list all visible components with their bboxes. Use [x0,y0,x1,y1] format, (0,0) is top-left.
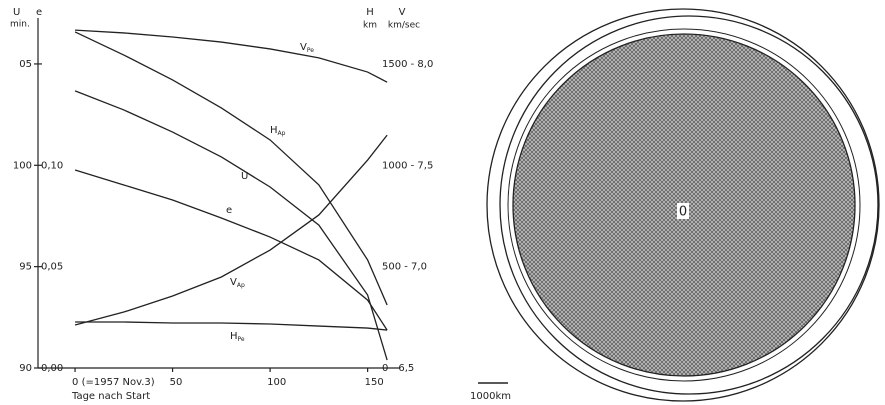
y2-unit: km [363,21,377,31]
y2-tick-label: 1000 - 7,5 [382,160,433,171]
y-tick-label: 100 [13,160,32,171]
curve-label: VAp [230,277,245,289]
curve [75,32,387,305]
y2b-unit: km/sec [388,21,420,31]
y2-tick-label: 1500 - 8,0 [382,59,433,70]
chart: U min. e H km V km/sec Tage nach Start [10,7,420,402]
y-tick-label: 90 [19,363,32,374]
y3-tick-label: 0,05 [41,262,63,273]
curve-label: U [241,171,248,182]
curve [75,30,387,82]
scale-label: 1000km [470,391,511,402]
y-tick-label: 05 [19,59,32,70]
curve [75,170,387,330]
y2-tick-label: 500 - 7,0 [382,262,427,273]
x-tick-label: 100 [267,377,286,388]
x-tick-label: 0 (=1957 Nov.3) [72,377,155,388]
curve-label: HAp [270,125,286,137]
y-unit: min. [10,20,30,30]
y2-label: H [366,7,374,18]
curve-label: VPe [300,42,314,54]
y-tick-label: 95 [19,262,32,273]
center-label: 0 [679,205,687,220]
curve-label: e [226,205,232,216]
curve-label: HPe [230,331,245,343]
y2b-label: V [399,7,406,18]
x-label: Tage nach Start [71,391,150,402]
x-tick-label: 50 [170,377,183,388]
curve [75,91,387,360]
y3-label: e [36,7,42,18]
y3-tick-label: 0,10 [41,160,63,171]
figure: 0 1000km U min. e H km V km/sec Tage nac… [0,0,885,405]
x-tick-label: 150 [365,377,384,388]
y2-tick-label: 0 - 6,5 [382,363,414,374]
y-label: U [13,7,20,18]
y3-tick-label: 0,00 [41,363,63,374]
curve [75,322,387,330]
orbit-diagram: 0 1000km [470,9,879,402]
